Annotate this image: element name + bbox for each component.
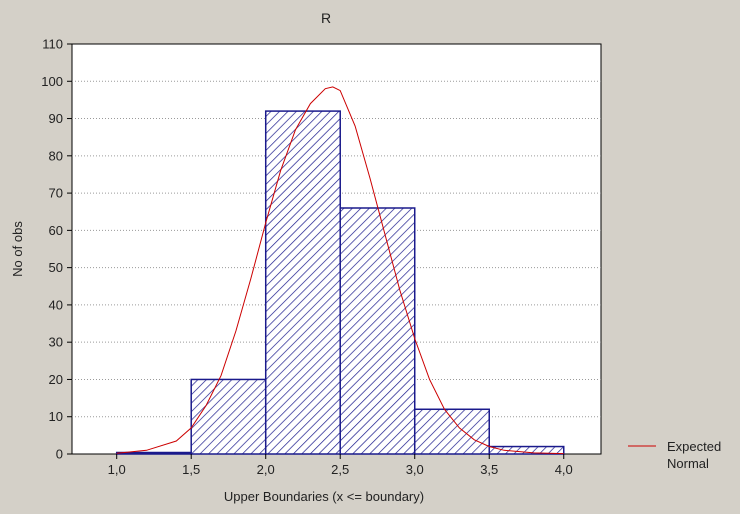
legend-label-line2: Normal [667, 456, 709, 471]
x-axis-title: Upper Boundaries (x <= boundary) [224, 489, 424, 504]
y-tick-label: 0 [56, 447, 63, 462]
y-tick-label: 100 [41, 74, 63, 89]
x-tick-label: 4,0 [555, 462, 573, 477]
y-tick-label: 70 [49, 186, 63, 201]
x-tick-label: 2,0 [257, 462, 275, 477]
histogram-bar [413, 408, 490, 455]
histogram-bar [339, 207, 416, 455]
y-tick-label: 30 [49, 335, 63, 350]
x-tick-label: 1,0 [108, 462, 126, 477]
histogram-bar [488, 445, 565, 455]
y-tick-label: 20 [49, 372, 63, 387]
x-tick-label: 1,5 [182, 462, 200, 477]
y-tick-label: 90 [49, 111, 63, 126]
x-axis: 1,0 1,5 2,0 2,5 3,0 3,5 4,0 [108, 454, 573, 477]
y-axis-title: No of obs [10, 221, 25, 277]
normal-curve-group [116, 86, 564, 455]
x-tick-label: 2,5 [331, 462, 349, 477]
expected-normal-curve [116, 86, 564, 455]
y-tick-label: 50 [49, 260, 63, 275]
y-tick-label: 60 [49, 223, 63, 238]
x-tick-label: 3,5 [480, 462, 498, 477]
y-tick-label: 110 [42, 37, 63, 52]
y-tick-label: 10 [49, 409, 63, 424]
y-axis: 0 10 20 30 40 50 60 70 80 90 100 110 [41, 37, 72, 462]
chart-title: R [321, 10, 331, 26]
histogram-bar [115, 451, 192, 455]
bars-group [115, 110, 565, 455]
legend-label-line1: Expected [667, 439, 721, 454]
y-tick-label: 80 [49, 148, 63, 163]
y-tick-label: 40 [49, 297, 63, 312]
histogram-bar [264, 110, 341, 455]
x-tick-label: 3,0 [406, 462, 424, 477]
legend: Expected Normal [628, 439, 721, 471]
histogram-bar [190, 378, 267, 455]
